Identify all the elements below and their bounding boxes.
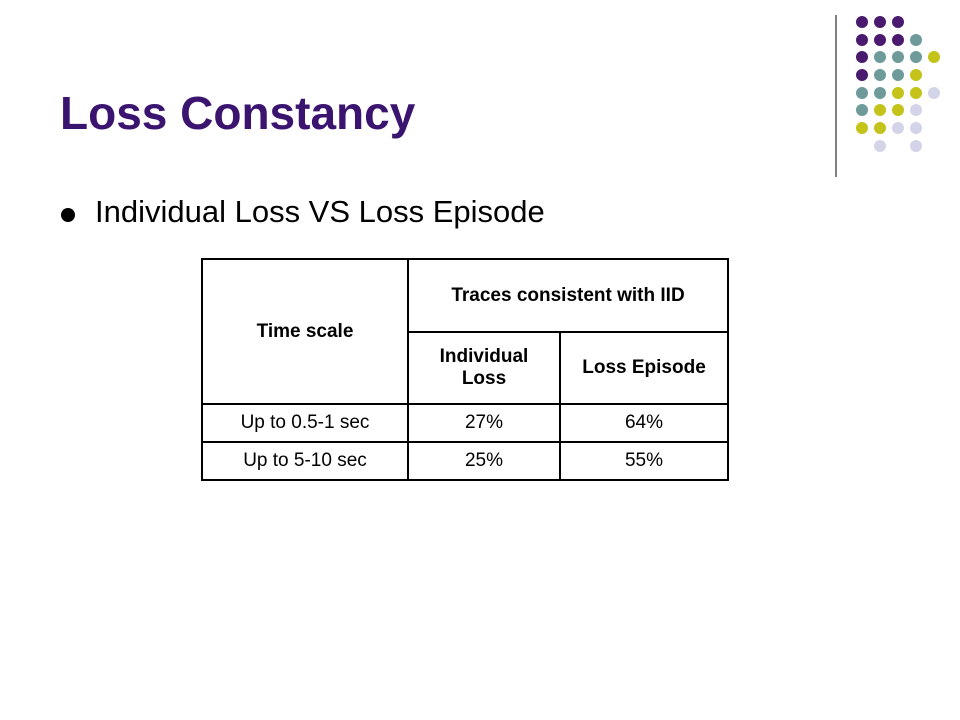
decoration: [835, 15, 940, 177]
bullet-marker: [61, 208, 75, 222]
header-cell: Individual Loss: [407, 331, 561, 405]
table: Time scale Traces consistent with IID In…: [201, 258, 729, 481]
slide-title: Loss Constancy: [60, 87, 416, 139]
bullet-text: Individual Loss VS Loss Episode: [95, 194, 545, 229]
cell: Up to 5-10 sec: [201, 441, 409, 481]
header-cell: Loss Episode: [559, 331, 729, 405]
cell: 25%: [407, 441, 561, 481]
cell: 55%: [559, 441, 729, 481]
cell: 64%: [559, 403, 729, 443]
cell: Up to 0.5-1 sec: [201, 403, 409, 443]
header-cell: Time scale: [201, 258, 409, 405]
dot-grid: [856, 16, 940, 152]
header-cell: Traces consistent with IID: [407, 258, 729, 333]
cell: 27%: [407, 403, 561, 443]
